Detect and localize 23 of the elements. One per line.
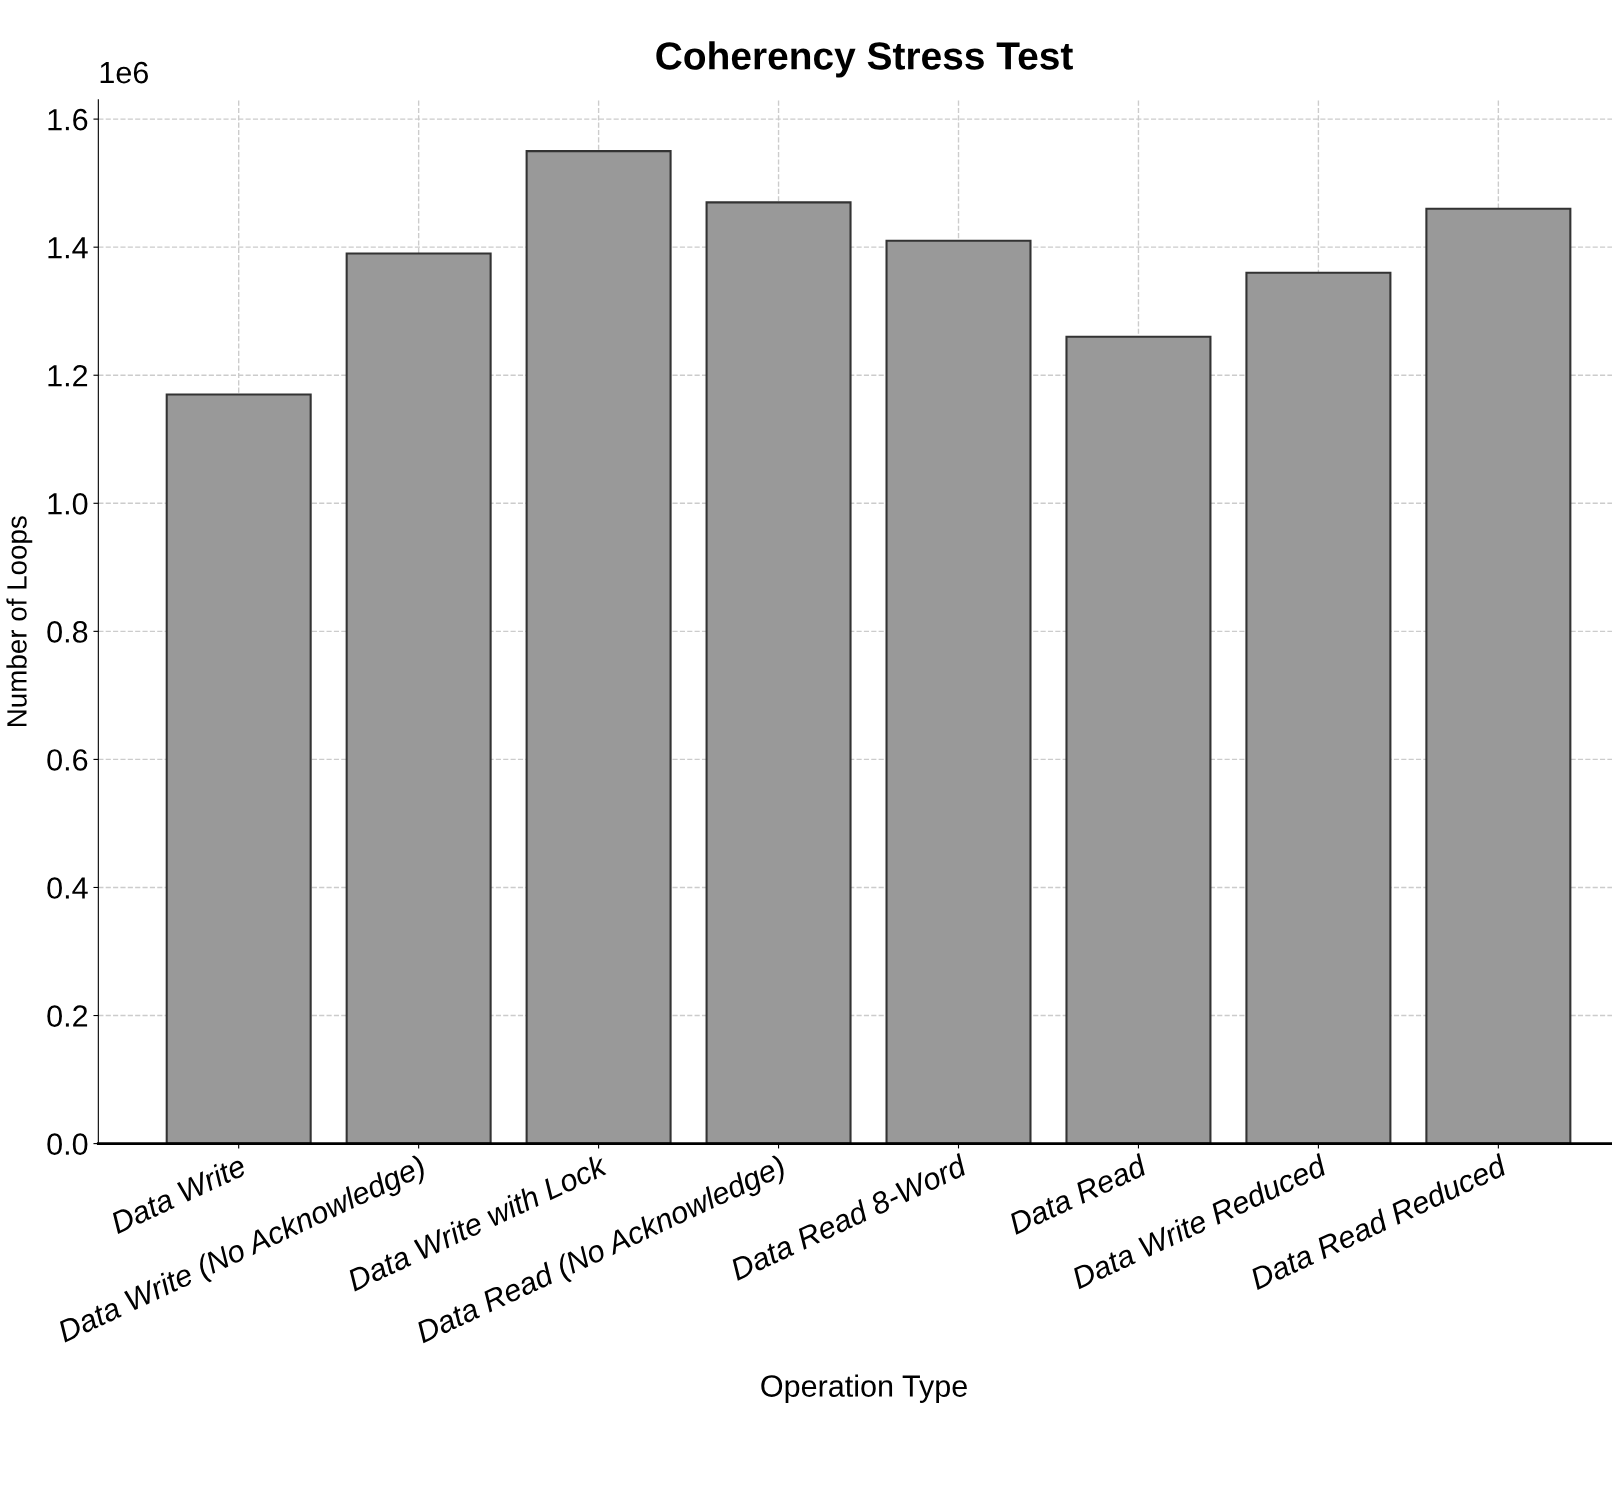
y-tick-label: 1.6 bbox=[48, 108, 88, 131]
bar bbox=[345, 252, 492, 1144]
bar bbox=[885, 239, 1032, 1144]
bar bbox=[1065, 335, 1212, 1144]
y-tick-label: 0.4 bbox=[47, 877, 88, 899]
bar bbox=[705, 201, 852, 1144]
y-tick-label: 1.4 bbox=[48, 237, 88, 259]
y-tick-label: 0.0 bbox=[47, 1133, 88, 1155]
y-tick-label: 0.2 bbox=[47, 1005, 88, 1027]
text: 1e6 bbox=[100, 61, 148, 84]
y-axis-title: Number of Loops bbox=[6, 516, 33, 726]
bar bbox=[165, 393, 312, 1144]
y-tick-label: 1.2 bbox=[48, 364, 88, 387]
bar bbox=[1245, 271, 1392, 1144]
x-tick-label: Data Write bbox=[108, 1153, 248, 1235]
y-tick-label: 0.8 bbox=[47, 621, 88, 643]
x-axis-title: Operation Type bbox=[761, 1374, 967, 1403]
x-tick-label: Data Read bbox=[1006, 1152, 1149, 1236]
chart-title: Coherency Stress Test bbox=[656, 41, 1073, 78]
y-tick-label: 1.0 bbox=[48, 493, 88, 515]
bar bbox=[1425, 207, 1572, 1144]
y-tick-label: 0.6 bbox=[47, 749, 88, 771]
bar bbox=[525, 150, 672, 1144]
